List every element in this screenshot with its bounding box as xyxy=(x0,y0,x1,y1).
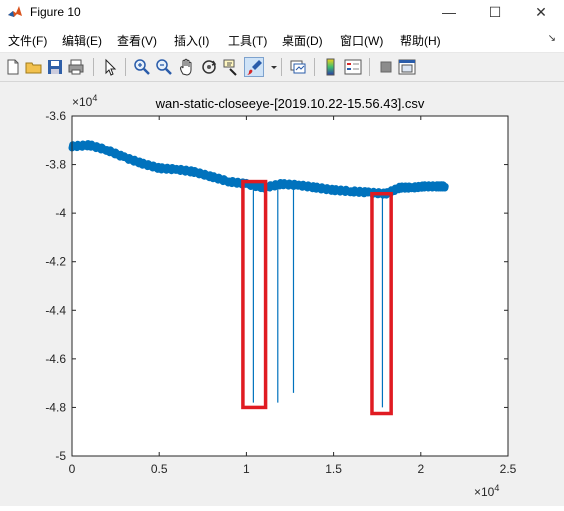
y-tick-label: -4.6 xyxy=(45,352,66,366)
y-tick-label: -3.8 xyxy=(45,158,66,172)
y-tick-label: -4.8 xyxy=(45,400,66,414)
toolbar-separator xyxy=(281,58,282,76)
y-exponent-label: ×104 xyxy=(72,93,97,109)
matlab-logo-icon xyxy=(8,6,22,17)
x-tick-label: 0 xyxy=(69,462,76,476)
y-tick-label: -4 xyxy=(55,206,66,220)
y-tick-label: -3.6 xyxy=(45,109,66,123)
chevron-icon[interactable]: ↘ xyxy=(547,33,556,44)
y-tick-label: -5 xyxy=(55,449,66,463)
menu-edit[interactable]: 编辑(E) xyxy=(62,34,102,48)
series-line xyxy=(68,140,449,199)
pan-hand-icon[interactable] xyxy=(177,57,197,77)
menu-tools[interactable]: 工具(T) xyxy=(228,34,268,48)
y-tick-label: -4.4 xyxy=(45,303,66,317)
minimize-button[interactable]: — xyxy=(442,4,456,20)
link-plot-icon[interactable] xyxy=(288,57,308,77)
x-tick-label: 1.5 xyxy=(325,462,342,476)
toolbar-separator xyxy=(125,58,126,76)
maximize-button[interactable]: ☐ xyxy=(488,4,502,20)
legend-icon[interactable] xyxy=(343,57,363,77)
menu-file[interactable]: 文件(F) xyxy=(8,34,48,48)
x-tick-label: 0.5 xyxy=(151,462,168,476)
x-tick-label: 2.5 xyxy=(500,462,517,476)
x-tick-label: 1 xyxy=(243,462,250,476)
show-plot-tools-icon[interactable] xyxy=(397,57,417,77)
menu-help[interactable]: 帮助(H) xyxy=(400,34,441,48)
data-cursor-icon[interactable] xyxy=(221,57,241,77)
plot-area xyxy=(72,116,508,456)
colorbar-icon[interactable] xyxy=(321,57,341,77)
new-figure-icon[interactable] xyxy=(3,57,23,77)
rotate-3d-icon[interactable] xyxy=(199,57,219,77)
zoom-in-icon[interactable] xyxy=(132,57,152,77)
window-titlebar: Figure 10 — ☐ ✕ xyxy=(0,0,564,26)
toolbar-separator xyxy=(93,58,94,76)
x-exponent-label: ×104 xyxy=(474,483,499,499)
plot-svg: 0 0.5 1 1.5 2 2.5 -3.6 -3.8 -4 -4.2 -4.4 -4.6 -4.8 -5… xyxy=(45,93,517,499)
edit-plot-arrow-icon[interactable] xyxy=(100,57,120,77)
menu-insert[interactable]: 插入(I) xyxy=(174,34,210,48)
menu-desktop[interactable]: 桌面(D) xyxy=(282,34,323,48)
figure-toolbar xyxy=(0,53,564,82)
menu-window[interactable]: 窗口(W) xyxy=(340,34,384,48)
save-icon[interactable] xyxy=(45,57,65,77)
menu-bar: 文件(F) 编辑(E) 查看(V) 插入(I) 工具(T) 桌面(D) 窗口(W… xyxy=(0,26,564,53)
toolbar-separator xyxy=(314,58,315,76)
open-file-icon[interactable] xyxy=(24,57,44,77)
x-tick-label: 2 xyxy=(417,462,424,476)
close-button[interactable]: ✕ xyxy=(535,4,547,20)
highlight-rectangle xyxy=(241,179,268,410)
brush-icon[interactable] xyxy=(244,57,264,77)
menu-view[interactable]: 查看(V) xyxy=(117,34,157,48)
y-tick-label: -4.2 xyxy=(45,255,66,269)
axes-box xyxy=(71,115,509,457)
plot-title: wan-static-closeeye-[2019.10.22-15.56.43… xyxy=(155,96,425,111)
zoom-out-icon[interactable] xyxy=(154,57,174,77)
brush-dropdown-icon[interactable] xyxy=(264,57,277,77)
hide-plot-tools-icon[interactable] xyxy=(376,57,396,77)
highlight-rectangle xyxy=(370,191,393,416)
toolbar-separator xyxy=(369,58,370,76)
window-title: Figure 10 xyxy=(30,5,81,19)
figure-canvas: 0 0.5 1 1.5 2 2.5 -3.6 -3.8 -4 -4.2 -4.4 -4.6 -4.8 -5… xyxy=(0,82,564,506)
print-icon[interactable] xyxy=(66,57,86,77)
